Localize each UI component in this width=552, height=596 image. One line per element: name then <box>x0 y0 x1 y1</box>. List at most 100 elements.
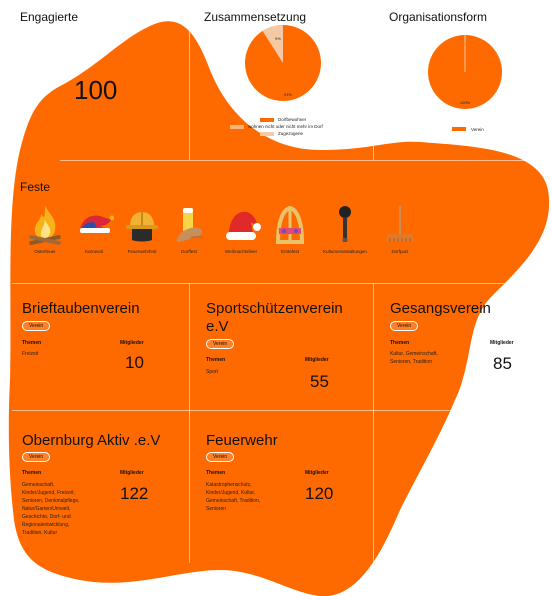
card-title-feuerwehr: Feuerwehr <box>206 432 278 449</box>
harvest-crown-icon <box>275 205 305 244</box>
themen-line: Kinder/Jugend, Kultur, <box>206 490 256 496</box>
feste-title: Feste <box>20 180 51 194</box>
themen-line: Katastrophenschutz, <box>206 482 252 488</box>
mitglieder-count: 85 <box>493 354 512 373</box>
themen-line: Sport <box>206 369 218 375</box>
themen-line: Tradition, Kultur <box>22 530 58 536</box>
feste-label: Dorffest <box>181 249 197 254</box>
mitglieder-count: 55 <box>310 372 329 391</box>
legend-item: Dorfbewohner <box>260 116 323 123</box>
microphone-icon <box>339 206 351 242</box>
organisationsform-title: Organisationsform <box>389 10 488 24</box>
themen-line: Kinder/Jugend, Freizeit, <box>22 490 75 496</box>
feste-label: Dorfputz <box>391 249 409 254</box>
mitglieder-label: Mitglieder <box>305 470 329 476</box>
card-title-obernburg-aktiv: Obernburg Aktiv .e.V <box>22 432 161 449</box>
feste-label: Weihnachtsfeier <box>224 249 258 254</box>
feste-item-osterfeuer: Osterfeuer <box>13 204 77 254</box>
legend-swatch <box>260 117 274 122</box>
mitglieder-count: 120 <box>305 484 334 503</box>
feste-item-dorfputz: Dorfputz <box>368 204 432 254</box>
themen-line: Senioren, Denkmalpflege, <box>22 498 80 504</box>
themen-label: Themen <box>22 340 42 346</box>
grid-divider <box>12 283 537 284</box>
grid-divider <box>373 283 374 563</box>
themen-label: Themen <box>206 357 226 363</box>
themen-line: Gemeinschaft, Tradition, <box>206 498 261 504</box>
card-title-sportschuetzenverein: Sportschützenverein e.V <box>206 300 343 335</box>
grid-divider <box>60 160 530 161</box>
mitglieder-label: Mitglieder <box>305 357 329 363</box>
themen-line: Freizeit <box>22 351 39 357</box>
legend-label: Zugezogene <box>278 131 304 136</box>
themen-value: Gemeinschaft, Kinder/Jugend, Freizeit, S… <box>22 481 80 537</box>
themen-value: Kultur, Gemeinschaft, Senioren, Traditio… <box>390 350 438 366</box>
themen-line: Natur/Garten/Umwelt, <box>22 506 71 512</box>
themen-value: Freizeit <box>22 350 38 358</box>
legend-swatch <box>260 131 274 136</box>
verein-badge[interactable]: Verein <box>206 339 235 349</box>
themen-label: Themen <box>206 470 226 476</box>
grid-divider <box>189 283 190 563</box>
pie-label-small: 9% <box>275 36 281 41</box>
themen-line: Regionalentwicklung, <box>22 522 70 528</box>
mitglieder-count: 122 <box>120 484 149 503</box>
themen-value: Sport <box>206 368 218 376</box>
feste-item-kulturveranstaltungen: Kulturveranstaltungen <box>313 204 377 254</box>
pie-slice-zugezogene <box>262 25 283 63</box>
verein-badge[interactable]: Verein <box>206 452 235 462</box>
legend-swatch <box>230 124 244 129</box>
feste-item-feuerwehrfest: Feuerwehrfest <box>110 204 174 254</box>
grid-divider <box>373 120 374 160</box>
mitglieder-label: Mitglieder <box>490 340 514 346</box>
themen-value: Katastrophenschutz, Kinder/Jugend, Kultu… <box>206 481 260 513</box>
bonfire-icon <box>29 206 61 245</box>
pie-label-main: 91% <box>284 92 292 97</box>
feste-label: Karneval <box>85 249 103 254</box>
legend-swatch <box>451 126 467 132</box>
mitglieder-label: Mitglieder <box>120 470 144 476</box>
mitglieder-label: Mitglieder <box>120 340 144 346</box>
pie-label-verein: 100% <box>460 100 471 105</box>
feste-label: Kulturveranstaltungen <box>323 249 367 254</box>
feste-item-erntefest: Erntefest <box>258 204 322 254</box>
engagierte-count: 100 <box>74 75 118 105</box>
verein-badge[interactable]: Verein <box>22 321 51 331</box>
themen-line: Geschichte, Dorf- und <box>22 514 71 520</box>
jester-hat-icon <box>80 215 114 233</box>
feste-label: Erntefest <box>280 249 299 254</box>
themen-line: Kultur, Gemeinschaft, <box>390 351 438 357</box>
mitglieder-count: 10 <box>125 353 144 372</box>
feste-label: Feuerwehrfest <box>127 249 157 254</box>
beer-sausage-icon <box>177 208 204 242</box>
feste-item-weihnachtsfeier: Weihnachtsfeier <box>209 204 273 254</box>
themen-line: Senioren <box>206 506 227 512</box>
themen-label: Themen <box>22 470 42 476</box>
legend-label: wohnen nicht oder nicht mehr im Dorf <box>248 124 323 129</box>
verein-badge[interactable]: Verein <box>390 321 419 331</box>
legend-item: Zugezogene <box>260 130 323 137</box>
verein-badge[interactable]: Verein <box>22 452 51 462</box>
broom-icon <box>386 206 414 242</box>
organisationsform-legend: Verein <box>451 126 484 132</box>
zusammensetzung-legend: Dorfbewohner wohnen nicht oder nicht meh… <box>230 116 323 137</box>
zusammensetzung-title: Zusammensetzung <box>204 10 307 24</box>
themen-line: Senioren, Tradition <box>390 359 432 365</box>
grid-divider <box>189 20 190 160</box>
themen-line: Gemeinschaft, <box>22 482 55 488</box>
santa-hat-icon <box>226 211 261 240</box>
grid-divider <box>12 410 452 411</box>
legend-item: wohnen nicht oder nicht mehr im Dorf <box>230 123 323 130</box>
feste-item-dorffest: Dorffest <box>157 204 221 254</box>
card-title-gesangsverein: Gesangsverein <box>390 300 491 317</box>
zusammensetzung-pie-chart: 9% 91% <box>245 25 321 101</box>
legend-label: Dorfbewohner <box>278 117 307 122</box>
legend-label: Verein <box>471 126 484 132</box>
fire-helmet-icon <box>126 212 158 242</box>
organisationsform-pie-chart: 100% <box>428 35 502 109</box>
themen-label: Themen <box>390 340 410 346</box>
engagierte-title: Engagierte <box>20 10 79 24</box>
card-title-brieftaubenverein: Brieftaubenverein <box>22 300 140 317</box>
feste-item-karneval: Karneval <box>62 204 126 254</box>
feste-label: Osterfeuer <box>34 249 56 254</box>
